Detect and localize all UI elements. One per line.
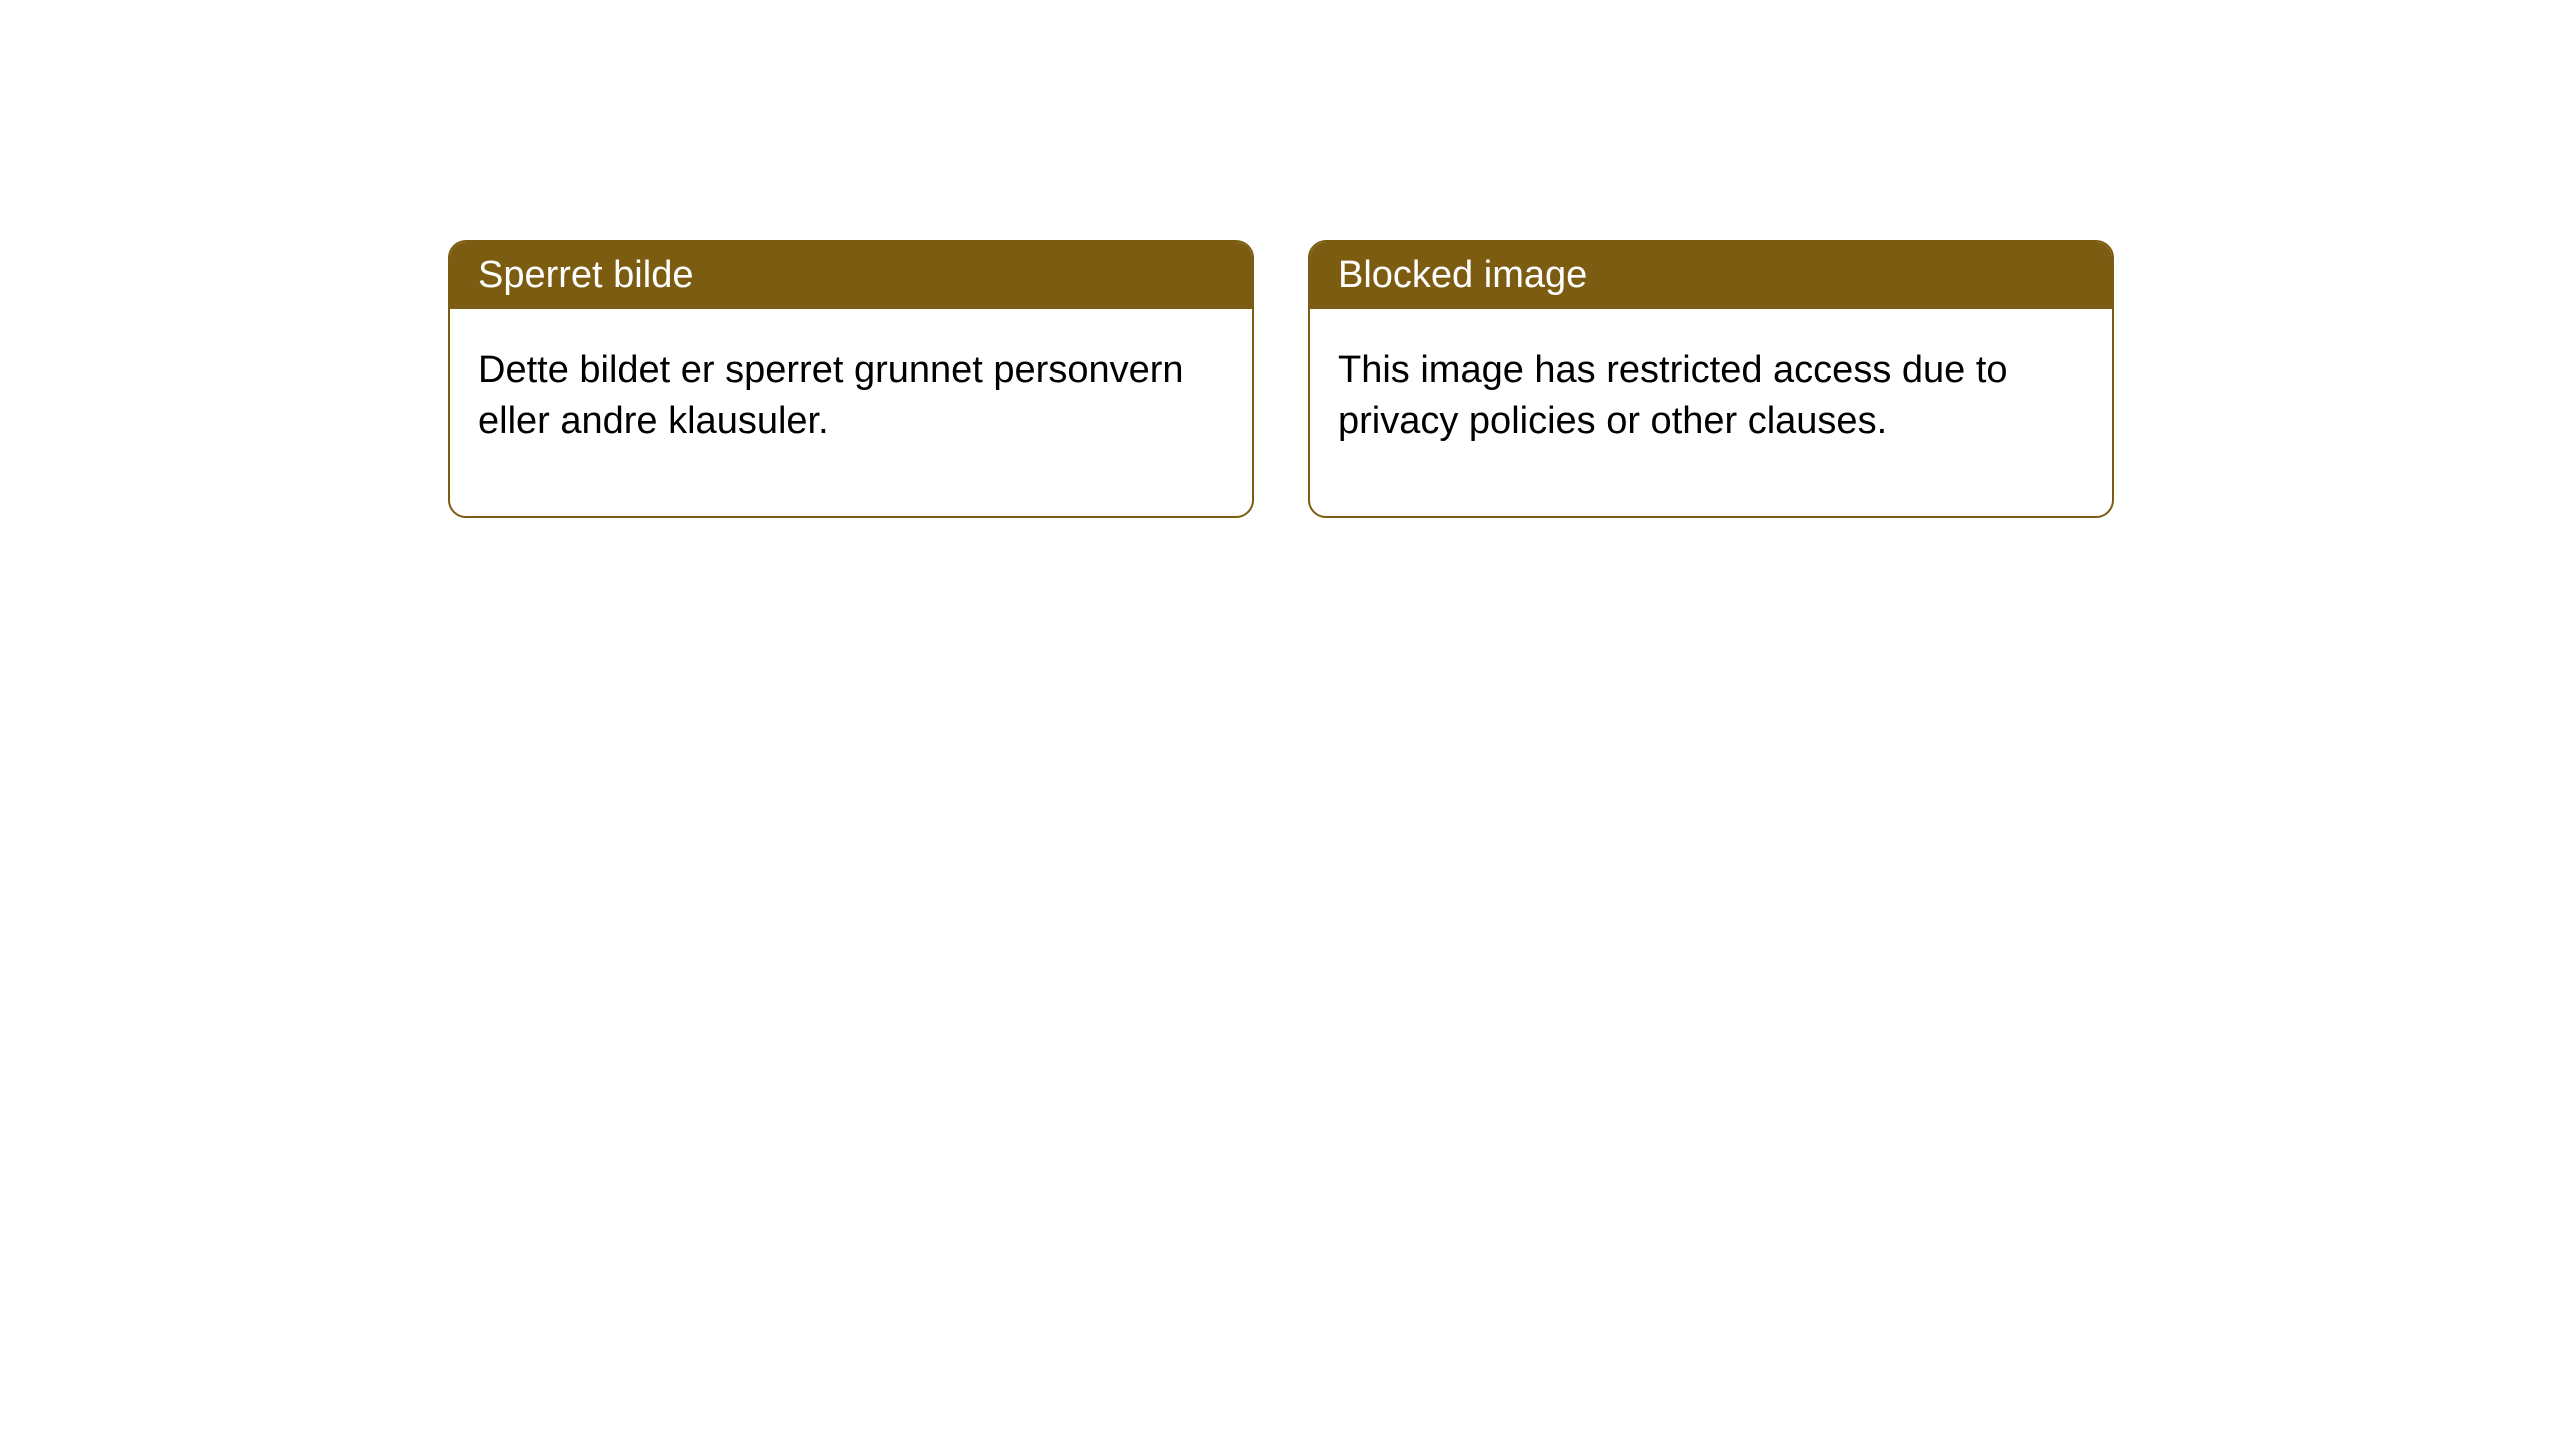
notice-cards-container: Sperret bilde Dette bildet er sperret gr… xyxy=(0,0,2560,518)
card-title-no: Sperret bilde xyxy=(450,242,1252,309)
blocked-image-card-en: Blocked image This image has restricted … xyxy=(1308,240,2114,518)
card-title-en: Blocked image xyxy=(1310,242,2112,309)
blocked-image-card-no: Sperret bilde Dette bildet er sperret gr… xyxy=(448,240,1254,518)
card-body-no: Dette bildet er sperret grunnet personve… xyxy=(450,309,1252,516)
card-body-en: This image has restricted access due to … xyxy=(1310,309,2112,516)
